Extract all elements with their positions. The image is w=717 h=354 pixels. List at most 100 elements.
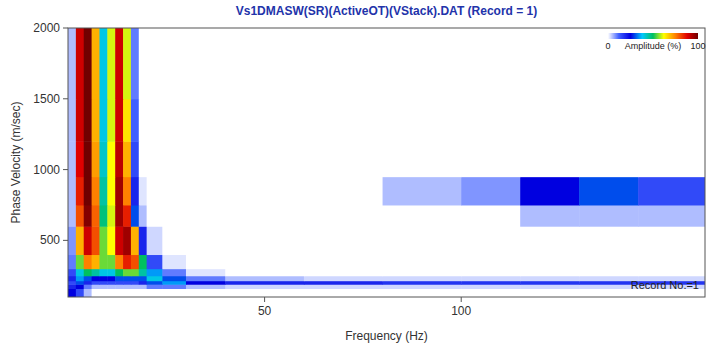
cell — [115, 269, 123, 277]
cell — [131, 205, 139, 227]
cell — [461, 99, 520, 142]
cell — [579, 269, 638, 277]
cell — [99, 284, 107, 289]
cell — [520, 99, 579, 142]
cell — [383, 269, 462, 277]
cell — [115, 226, 123, 255]
cell — [383, 99, 462, 142]
cell — [461, 284, 520, 289]
cell — [186, 276, 226, 281]
cell — [76, 269, 84, 277]
cell — [84, 226, 92, 255]
cell — [123, 99, 131, 142]
cell — [123, 281, 131, 285]
cell — [225, 141, 304, 177]
cell — [520, 284, 579, 289]
cell — [99, 177, 107, 206]
cell — [68, 205, 76, 227]
cell — [84, 269, 92, 277]
cell — [99, 281, 107, 285]
y-tick-label: 1500 — [33, 92, 60, 106]
cell — [383, 28, 462, 99]
cell — [162, 205, 186, 227]
cell — [461, 276, 520, 281]
annotation: Record No.=1 — [631, 279, 699, 291]
cell — [186, 255, 226, 270]
x-tick-label: 50 — [258, 304, 272, 318]
cell — [115, 284, 123, 289]
cell — [520, 205, 579, 227]
cell — [520, 281, 579, 285]
x-tick-label: 100 — [451, 304, 471, 318]
cell — [68, 177, 76, 206]
cell — [225, 99, 304, 142]
cell — [579, 255, 638, 270]
cell — [92, 276, 100, 281]
cell — [92, 141, 100, 177]
cell — [579, 205, 638, 227]
cell — [123, 284, 131, 289]
cell — [579, 177, 638, 206]
cell — [84, 205, 92, 227]
cell — [147, 276, 163, 281]
cell — [304, 284, 383, 289]
cell — [99, 255, 107, 270]
cell — [162, 284, 186, 289]
y-tick-label: 2000 — [33, 21, 60, 35]
cell — [461, 289, 520, 297]
cell — [304, 28, 383, 99]
cell — [461, 177, 520, 206]
cell — [107, 226, 115, 255]
cell — [304, 99, 383, 142]
cells — [68, 28, 705, 297]
cell — [186, 289, 226, 297]
cell — [225, 289, 304, 297]
cell — [92, 99, 100, 142]
cell — [84, 276, 92, 281]
cell — [76, 28, 84, 99]
cell — [520, 255, 579, 270]
cell — [461, 226, 520, 255]
cell — [304, 141, 383, 177]
cell — [115, 281, 123, 285]
cell — [92, 205, 100, 227]
cell — [162, 141, 186, 177]
cell — [139, 289, 147, 297]
cell — [68, 284, 76, 289]
y-tick — [63, 98, 68, 99]
cell — [123, 205, 131, 227]
cell — [68, 141, 76, 177]
cell — [579, 226, 638, 255]
x-label: Frequency (Hz) — [345, 329, 428, 343]
cell — [84, 289, 92, 297]
cell — [68, 226, 76, 255]
cell — [139, 281, 147, 285]
cell — [461, 28, 520, 99]
cell — [131, 269, 139, 277]
cell — [579, 281, 638, 285]
cell — [638, 141, 705, 177]
cell — [131, 28, 139, 99]
cell — [162, 226, 186, 255]
cell — [76, 281, 84, 285]
cell — [123, 255, 131, 270]
cell — [68, 269, 76, 277]
y-tick — [63, 169, 68, 170]
colorbar-tick-label: 0 — [605, 41, 610, 51]
colorbar-label: Amplitude (%) — [625, 41, 682, 51]
cell — [92, 289, 100, 297]
cell — [304, 177, 383, 206]
colorbar-bg — [600, 30, 704, 52]
cell — [107, 28, 115, 99]
cell — [92, 226, 100, 255]
cell — [186, 99, 226, 142]
cell — [139, 28, 147, 99]
cell — [99, 141, 107, 177]
cell — [383, 284, 462, 289]
cell — [383, 141, 462, 177]
cell — [131, 289, 139, 297]
cell — [461, 281, 520, 285]
cell — [123, 269, 131, 277]
cell — [304, 289, 383, 297]
x-tick — [264, 297, 265, 302]
